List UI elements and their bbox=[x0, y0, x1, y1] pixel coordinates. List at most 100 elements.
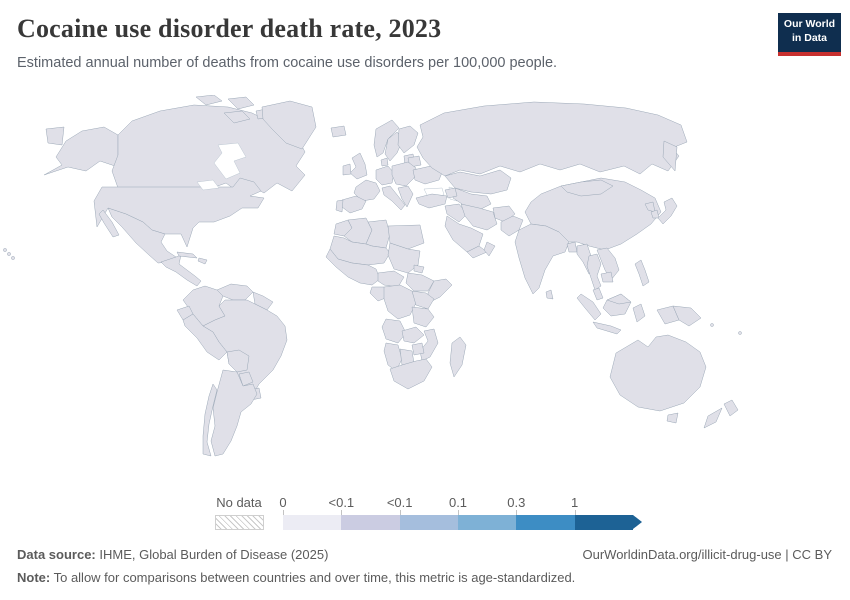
country-japan[interactable] bbox=[657, 197, 678, 225]
legend-color-bar[interactable] bbox=[283, 515, 633, 530]
country-balkans[interactable] bbox=[397, 185, 414, 208]
country-ireland[interactable] bbox=[342, 163, 352, 176]
country-hispaniola[interactable] bbox=[197, 257, 208, 265]
country-iraq-syria[interactable] bbox=[444, 203, 468, 223]
country-iran[interactable] bbox=[460, 203, 498, 231]
country-russia[interactable] bbox=[416, 101, 688, 177]
country-iceland[interactable] bbox=[330, 125, 347, 138]
country-somalia[interactable] bbox=[427, 278, 453, 304]
country-arctic-islands[interactable] bbox=[195, 94, 271, 124]
country-kamchatka[interactable] bbox=[662, 140, 678, 172]
country-cambodia[interactable] bbox=[600, 271, 614, 283]
legend-segment[interactable] bbox=[574, 515, 633, 530]
country-ethiopia[interactable] bbox=[405, 272, 435, 292]
note-label: Note: bbox=[17, 570, 51, 585]
country-uganda-kenya[interactable] bbox=[411, 290, 435, 310]
country-cameroon-car[interactable] bbox=[377, 270, 405, 288]
world-choropleth-map[interactable] bbox=[0, 94, 800, 485]
legend-tick-label: 0.3 bbox=[507, 495, 526, 510]
legend-tick bbox=[458, 510, 459, 515]
country-germany[interactable] bbox=[375, 165, 395, 186]
country-zambia[interactable] bbox=[401, 326, 425, 344]
country-venezuela[interactable] bbox=[216, 283, 254, 301]
country-australia[interactable] bbox=[609, 334, 707, 412]
country-zimbabwe[interactable] bbox=[411, 342, 425, 356]
country-france[interactable] bbox=[353, 179, 381, 202]
country-south-africa[interactable] bbox=[389, 358, 433, 390]
legend-segment[interactable] bbox=[283, 515, 342, 530]
country-angola[interactable] bbox=[381, 318, 407, 344]
country-west-africa[interactable] bbox=[325, 248, 381, 286]
legend-segment[interactable] bbox=[457, 515, 517, 530]
legend-tick bbox=[283, 510, 284, 515]
country-greenland[interactable] bbox=[261, 100, 317, 150]
legend-segment[interactable] bbox=[399, 515, 458, 530]
legend-tick-label: <0.1 bbox=[328, 495, 355, 510]
country-vietnam-laos[interactable] bbox=[596, 247, 620, 281]
country-thailand[interactable] bbox=[586, 253, 602, 291]
country-tasmania[interactable] bbox=[666, 412, 679, 424]
country-gabon-congo[interactable] bbox=[369, 286, 389, 302]
country-bolivia[interactable] bbox=[226, 349, 250, 373]
country-alaska[interactable] bbox=[43, 126, 119, 176]
country-madagascar[interactable] bbox=[449, 336, 467, 378]
country-central-europe[interactable] bbox=[391, 161, 417, 187]
country-paraguay[interactable] bbox=[238, 371, 254, 387]
country-papua-new-guinea[interactable] bbox=[672, 305, 702, 327]
hudson-bay bbox=[213, 142, 247, 180]
country-finland[interactable] bbox=[397, 125, 419, 154]
country-sulawesi[interactable] bbox=[632, 303, 646, 323]
owid-logo[interactable]: Our World in Data bbox=[778, 13, 841, 56]
country-eritrea[interactable] bbox=[413, 264, 425, 274]
country-malaysia-borneo[interactable] bbox=[606, 293, 632, 305]
country-hawaii[interactable] bbox=[3, 248, 7, 252]
legend-tick-label: 0 bbox=[279, 495, 287, 510]
country-sumatra[interactable] bbox=[576, 293, 602, 321]
country-tanzania[interactable] bbox=[411, 306, 435, 328]
country-pacific-islands[interactable] bbox=[710, 323, 714, 327]
country-chukotka[interactable] bbox=[45, 126, 65, 146]
map-legend: No data 0 <0.1 <0.1 0.1 0.3 1 bbox=[0, 493, 850, 535]
country-argentina[interactable] bbox=[210, 369, 258, 457]
legend-segment[interactable] bbox=[341, 515, 400, 530]
country-hawaii[interactable] bbox=[7, 252, 11, 256]
legend-tick bbox=[341, 510, 343, 515]
legend-tick bbox=[516, 510, 518, 515]
page-title: Cocaine use disorder death rate, 2023 bbox=[17, 14, 442, 43]
country-central-asia[interactable] bbox=[452, 187, 492, 211]
legend-tick bbox=[399, 510, 401, 515]
country-cuba[interactable] bbox=[176, 251, 198, 259]
country-hawaii[interactable] bbox=[11, 256, 15, 260]
country-mongolia[interactable] bbox=[560, 179, 614, 197]
country-portugal[interactable] bbox=[335, 199, 344, 213]
country-caucasus[interactable] bbox=[444, 187, 458, 199]
country-philippines[interactable] bbox=[634, 259, 650, 287]
country-dr-congo[interactable] bbox=[383, 284, 417, 320]
country-java[interactable] bbox=[592, 321, 622, 335]
country-sri-lanka[interactable] bbox=[545, 289, 554, 300]
credit-link[interactable]: OurWorldinData.org/illicit-drug-use | CC… bbox=[582, 547, 833, 562]
note-text: To allow for comparisons between countri… bbox=[50, 570, 576, 585]
legend-tick-label: 0.1 bbox=[448, 495, 468, 510]
country-oman[interactable] bbox=[483, 241, 496, 257]
country-chile[interactable] bbox=[202, 383, 218, 457]
data-source-line: Data source: IHME, Global Burden of Dise… bbox=[17, 547, 328, 562]
country-kazakhstan[interactable] bbox=[444, 169, 512, 195]
country-new-zealand[interactable] bbox=[703, 399, 739, 429]
country-malaysia[interactable] bbox=[592, 287, 604, 301]
country-bangladesh[interactable] bbox=[566, 241, 578, 253]
country-united-kingdom[interactable] bbox=[349, 152, 368, 180]
country-pacific-islands[interactable] bbox=[738, 331, 742, 335]
map-svg bbox=[3, 94, 742, 457]
legend-segment[interactable] bbox=[516, 515, 575, 530]
data-source-text: IHME, Global Burden of Disease (2025) bbox=[95, 547, 329, 562]
country-sudan[interactable] bbox=[387, 242, 421, 274]
country-egypt[interactable] bbox=[387, 224, 425, 250]
legend-arrow bbox=[633, 515, 642, 529]
country-turkey[interactable] bbox=[415, 193, 448, 209]
country-india[interactable] bbox=[514, 223, 570, 295]
country-denmark[interactable] bbox=[380, 157, 389, 167]
legend-no-data-swatch[interactable] bbox=[215, 515, 264, 530]
country-norway[interactable] bbox=[373, 119, 400, 158]
country-italy[interactable] bbox=[381, 185, 406, 211]
